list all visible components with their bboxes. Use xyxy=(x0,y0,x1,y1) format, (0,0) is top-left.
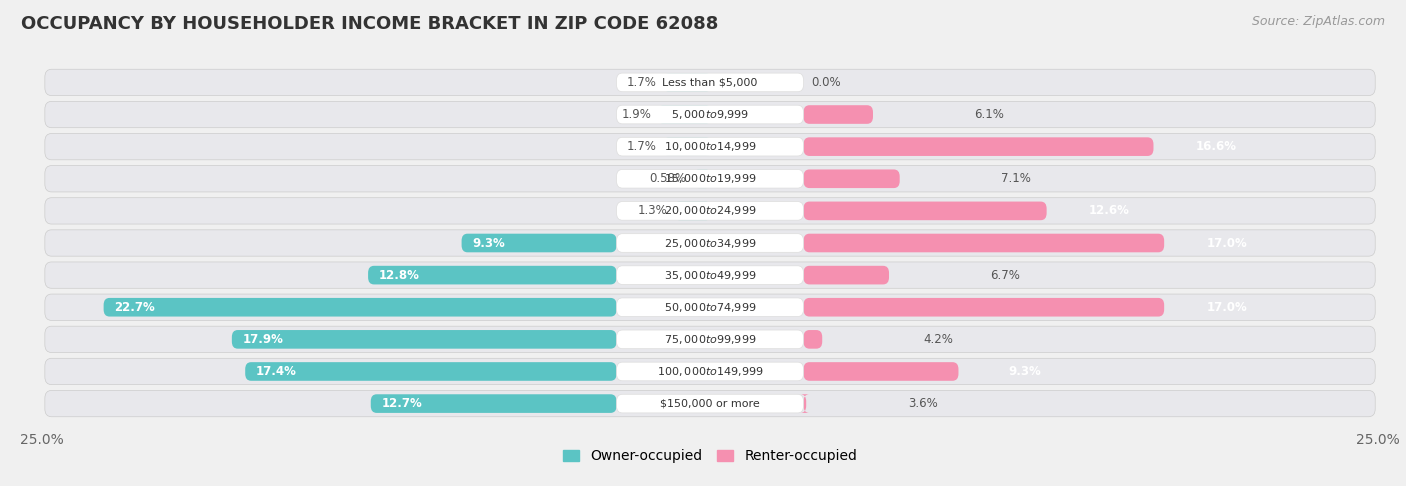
FancyBboxPatch shape xyxy=(803,362,959,381)
FancyBboxPatch shape xyxy=(232,330,616,348)
Text: $150,000 or more: $150,000 or more xyxy=(661,399,759,409)
Text: 17.0%: 17.0% xyxy=(1206,237,1247,249)
FancyBboxPatch shape xyxy=(616,170,803,188)
FancyBboxPatch shape xyxy=(665,73,710,92)
Text: Source: ZipAtlas.com: Source: ZipAtlas.com xyxy=(1251,15,1385,28)
FancyBboxPatch shape xyxy=(616,394,803,413)
FancyBboxPatch shape xyxy=(104,298,616,316)
FancyBboxPatch shape xyxy=(803,202,1046,220)
Text: 17.0%: 17.0% xyxy=(1206,301,1247,314)
Text: 1.7%: 1.7% xyxy=(627,140,657,153)
FancyBboxPatch shape xyxy=(675,202,710,220)
Text: 1.9%: 1.9% xyxy=(621,108,651,121)
FancyBboxPatch shape xyxy=(461,234,616,252)
Text: 0.58%: 0.58% xyxy=(650,172,686,185)
Text: 0.0%: 0.0% xyxy=(811,76,841,89)
FancyBboxPatch shape xyxy=(659,105,710,124)
FancyBboxPatch shape xyxy=(803,234,1164,252)
FancyBboxPatch shape xyxy=(45,262,1375,288)
FancyBboxPatch shape xyxy=(803,330,823,348)
Text: 7.1%: 7.1% xyxy=(1001,172,1031,185)
Text: $75,000 to $99,999: $75,000 to $99,999 xyxy=(664,333,756,346)
Text: 4.2%: 4.2% xyxy=(924,333,953,346)
Text: 16.6%: 16.6% xyxy=(1195,140,1236,153)
FancyBboxPatch shape xyxy=(616,138,803,156)
Text: $50,000 to $74,999: $50,000 to $74,999 xyxy=(664,301,756,314)
FancyBboxPatch shape xyxy=(45,358,1375,384)
Text: $10,000 to $14,999: $10,000 to $14,999 xyxy=(664,140,756,153)
FancyBboxPatch shape xyxy=(45,230,1375,256)
Text: 3.6%: 3.6% xyxy=(908,397,938,410)
Text: $100,000 to $149,999: $100,000 to $149,999 xyxy=(657,365,763,378)
Text: 1.7%: 1.7% xyxy=(627,76,657,89)
Text: $5,000 to $9,999: $5,000 to $9,999 xyxy=(671,108,749,121)
FancyBboxPatch shape xyxy=(616,73,803,92)
Text: 1.3%: 1.3% xyxy=(637,205,668,217)
Text: Less than $5,000: Less than $5,000 xyxy=(662,77,758,87)
Text: 9.3%: 9.3% xyxy=(1008,365,1042,378)
FancyBboxPatch shape xyxy=(803,170,900,188)
Text: 22.7%: 22.7% xyxy=(114,301,155,314)
Text: 12.7%: 12.7% xyxy=(381,397,422,410)
FancyBboxPatch shape xyxy=(245,362,616,381)
FancyBboxPatch shape xyxy=(616,362,803,381)
Text: $20,000 to $24,999: $20,000 to $24,999 xyxy=(664,205,756,217)
FancyBboxPatch shape xyxy=(45,326,1375,352)
FancyBboxPatch shape xyxy=(45,134,1375,160)
FancyBboxPatch shape xyxy=(803,266,889,284)
Text: 17.4%: 17.4% xyxy=(256,365,297,378)
FancyBboxPatch shape xyxy=(803,105,873,124)
FancyBboxPatch shape xyxy=(616,298,803,316)
Text: 12.6%: 12.6% xyxy=(1088,205,1129,217)
FancyBboxPatch shape xyxy=(616,330,803,348)
FancyBboxPatch shape xyxy=(616,234,803,252)
Text: 6.1%: 6.1% xyxy=(974,108,1004,121)
FancyBboxPatch shape xyxy=(45,166,1375,192)
Text: 12.8%: 12.8% xyxy=(378,269,419,281)
Text: 17.9%: 17.9% xyxy=(242,333,284,346)
FancyBboxPatch shape xyxy=(616,105,803,124)
FancyBboxPatch shape xyxy=(368,266,616,284)
FancyBboxPatch shape xyxy=(45,294,1375,320)
Text: OCCUPANCY BY HOUSEHOLDER INCOME BRACKET IN ZIP CODE 62088: OCCUPANCY BY HOUSEHOLDER INCOME BRACKET … xyxy=(21,15,718,33)
FancyBboxPatch shape xyxy=(695,170,710,188)
Text: $15,000 to $19,999: $15,000 to $19,999 xyxy=(664,172,756,185)
Text: 6.7%: 6.7% xyxy=(990,269,1021,281)
FancyBboxPatch shape xyxy=(371,394,616,413)
FancyBboxPatch shape xyxy=(45,102,1375,128)
Text: $35,000 to $49,999: $35,000 to $49,999 xyxy=(664,269,756,281)
FancyBboxPatch shape xyxy=(800,394,810,413)
FancyBboxPatch shape xyxy=(45,198,1375,224)
Text: $25,000 to $34,999: $25,000 to $34,999 xyxy=(664,237,756,249)
FancyBboxPatch shape xyxy=(616,266,803,284)
FancyBboxPatch shape xyxy=(45,69,1375,96)
FancyBboxPatch shape xyxy=(616,202,803,220)
Legend: Owner-occupied, Renter-occupied: Owner-occupied, Renter-occupied xyxy=(557,444,863,469)
FancyBboxPatch shape xyxy=(803,138,1153,156)
FancyBboxPatch shape xyxy=(665,138,710,156)
Text: 9.3%: 9.3% xyxy=(472,237,505,249)
FancyBboxPatch shape xyxy=(803,298,1164,316)
FancyBboxPatch shape xyxy=(45,390,1375,417)
